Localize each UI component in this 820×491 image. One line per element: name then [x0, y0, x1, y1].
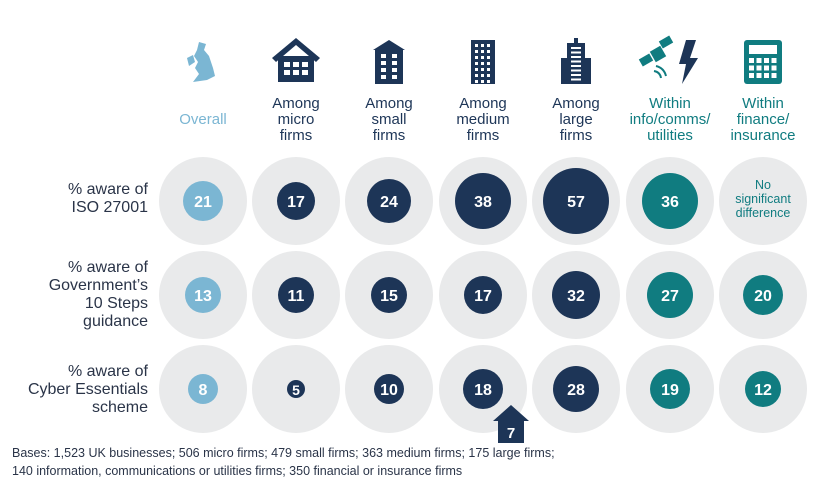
no-difference-label: No [755, 178, 771, 192]
value-bubble [367, 179, 411, 223]
row-header-line: % aware of [67, 259, 148, 276]
column-header: Among small firms [339, 96, 439, 144]
column-header-line: Within [649, 95, 691, 112]
small-building-icon [373, 40, 405, 84]
value-bubble [745, 371, 781, 407]
row-header-line: Cyber Essentials [27, 381, 148, 398]
row-header-line: Government’s [48, 277, 148, 294]
column-header-line: Among [459, 95, 507, 112]
value-label: 24 [380, 194, 398, 211]
column-header: Among medium firms [433, 96, 533, 144]
row-header-line: 10 Steps [84, 295, 148, 312]
column-header: Within info/comms/utilities [620, 96, 720, 144]
value-bubble [543, 168, 609, 234]
value-bubble [188, 374, 218, 404]
column-header-line: Within [742, 95, 784, 112]
value-label: 57 [567, 194, 585, 211]
value-bubble [183, 181, 223, 221]
value-bubble [371, 277, 407, 313]
value-bubble [650, 369, 690, 409]
row-header-line: % aware of [67, 363, 148, 380]
backdrop-disc [719, 157, 807, 245]
value-label: 27 [661, 288, 679, 305]
column-header-line: Overall [179, 111, 227, 128]
column-header-line: finance/ [736, 111, 790, 128]
column-header-line: Among [552, 95, 600, 112]
no-difference-label: difference [736, 206, 791, 220]
value-bubble [277, 182, 315, 220]
bases-line-2: 140 information, communications or utili… [12, 464, 463, 478]
column-header-line: firms [279, 127, 313, 144]
value-label: 12 [754, 382, 772, 399]
value-bubble [374, 374, 404, 404]
value-label: 19 [661, 382, 679, 399]
row-header-line: ISO 27001 [71, 199, 149, 216]
calculator-icon [744, 40, 782, 84]
value-label: 20 [754, 288, 772, 305]
value-label: 32 [567, 288, 585, 305]
bases-footnote: Bases: 1,523 UK businesses; 506 micro fi… [12, 444, 812, 480]
value-label: 11 [288, 288, 305, 305]
value-label: 21 [194, 194, 212, 211]
row-header: % aware of Government’s 10 Steps guidance [10, 259, 148, 331]
column-header: Overall [153, 112, 253, 128]
value-label: 5 [292, 382, 300, 398]
value-label: 17 [287, 194, 305, 211]
row-header-line: scheme [91, 399, 148, 416]
uk-map-icon [187, 42, 215, 82]
value-label: 10 [380, 382, 398, 399]
value-label: 36 [661, 194, 679, 211]
value-bubble [647, 272, 693, 318]
row-header-line: % aware of [67, 181, 148, 198]
column-header-line: micro [277, 111, 315, 128]
satellite-lightning-icon [638, 35, 698, 84]
value-bubble [553, 366, 599, 412]
value-bubble [287, 380, 305, 398]
column-header-line: firms [559, 127, 593, 144]
column-header-line: large [559, 111, 593, 128]
row-header-line: guidance [83, 313, 148, 330]
bases-line-1: Bases: 1,523 UK businesses; 506 micro fi… [12, 446, 555, 460]
column-header-line: firms [372, 127, 406, 144]
column-header-line: medium [456, 111, 510, 128]
column-header-line: Among [272, 95, 320, 112]
value-label: 13 [194, 288, 212, 305]
row-header: % aware of ISO 27001 [10, 181, 148, 217]
value-bubble [743, 275, 783, 315]
value-label: 28 [567, 382, 585, 399]
value-bubble [185, 277, 221, 313]
value-label: 38 [474, 194, 492, 211]
skyscraper-icon [561, 38, 591, 84]
value-label: 15 [380, 288, 398, 305]
value-bubble [464, 276, 502, 314]
column-header-line: firms [466, 127, 500, 144]
value-bubble [642, 173, 698, 229]
callout-arrow [493, 405, 529, 443]
value-label: 18 [474, 382, 492, 399]
row-header: % aware of Cyber Essentials scheme [10, 363, 148, 417]
value-bubble [463, 369, 503, 409]
medium-building-icon [471, 40, 495, 84]
value-bubble [552, 271, 600, 319]
callout-value-label: 7 [507, 425, 515, 442]
value-bubble [455, 173, 511, 229]
value-label: 17 [474, 288, 492, 305]
column-header: Within finance/insurance [713, 96, 813, 144]
value-bubble [278, 277, 314, 313]
column-header-line: insurance [730, 127, 796, 144]
column-header: Among micro firms [246, 96, 346, 144]
house-icon [272, 38, 320, 82]
column-header-line: small [371, 111, 407, 128]
column-header-line: Among [365, 95, 413, 112]
value-label: 8 [199, 382, 208, 399]
column-header: Among large firms [526, 96, 626, 144]
no-difference-label: significant [735, 192, 791, 206]
column-header-line: utilities [647, 127, 693, 144]
column-header-line: info/comms/ [629, 111, 711, 128]
